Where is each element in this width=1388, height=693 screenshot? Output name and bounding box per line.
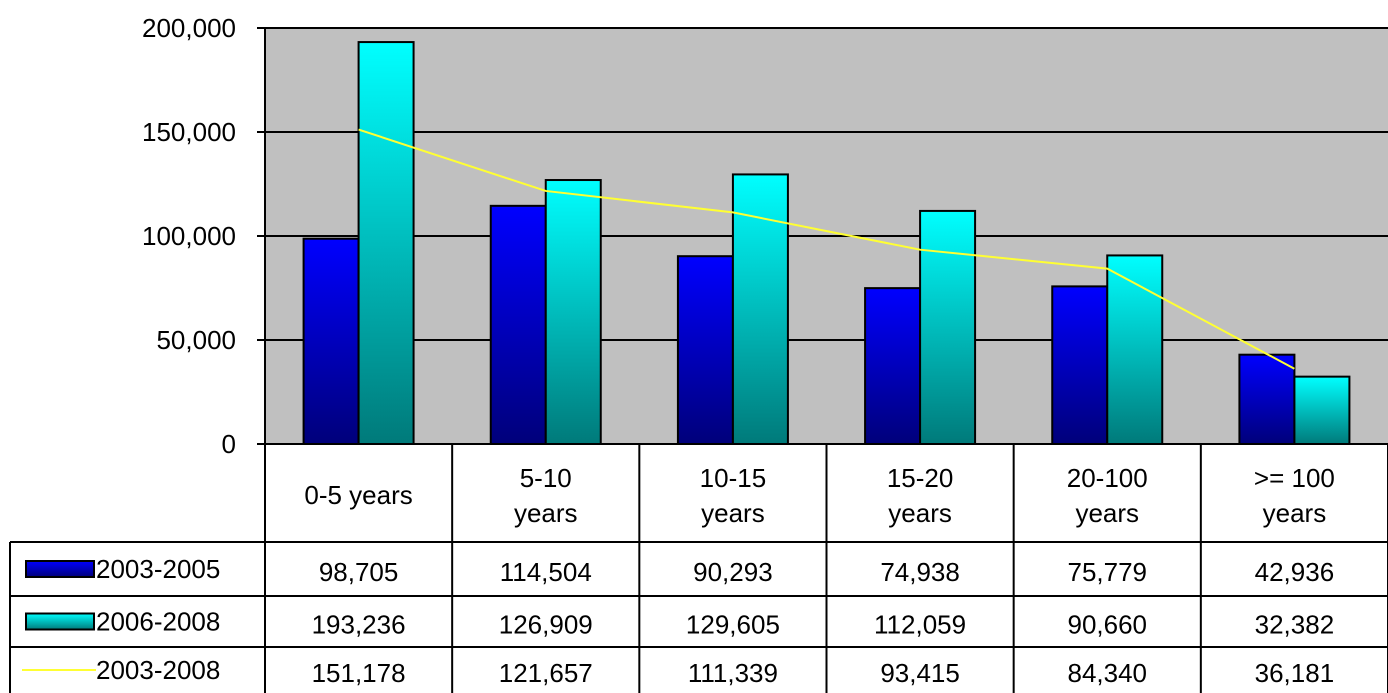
data-value: 90,293	[693, 557, 773, 587]
y-tick-label: 100,000	[142, 221, 236, 251]
category-label: years	[1075, 498, 1139, 528]
category-label: >= 100	[1254, 463, 1335, 493]
bar-2006-2008	[1106, 254, 1164, 445]
data-value: 98,705	[319, 557, 399, 587]
data-value: 129,605	[686, 610, 780, 640]
data-value: 93,415	[880, 658, 960, 688]
data-value: 112,059	[874, 610, 966, 640]
data-value: 126,909	[499, 610, 593, 640]
bar-2003-2005	[1051, 285, 1109, 445]
legend-key-2003-2005	[25, 560, 95, 578]
data-value: 42,936	[1255, 557, 1335, 587]
category-label: 0-5 years	[304, 480, 412, 510]
bars	[302, 41, 1351, 446]
bar-2003-2005	[676, 255, 734, 445]
bar-2003-2005	[302, 237, 360, 445]
legend-label: 2003-2008	[96, 655, 220, 685]
bar-2006-2008	[731, 173, 789, 445]
data-value: 121,657	[499, 658, 593, 688]
data-value: 36,181	[1255, 658, 1335, 688]
data-value: 90,660	[1067, 610, 1147, 640]
data-table: 0-5 years 5-10 years 10-15 years 15-20 years 20…	[9, 444, 1388, 693]
data-value: 84,340	[1067, 658, 1147, 688]
category-label: 5-10	[520, 463, 572, 493]
category-label: 10-15	[700, 463, 767, 493]
category-label: years	[888, 498, 952, 528]
line-2003-2008	[358, 128, 1295, 370]
data-value: 32,382	[1255, 610, 1335, 640]
y-tick-label: 0	[222, 429, 236, 459]
y-axis: 0 50,000 100,000 150,000 200,000	[142, 13, 266, 459]
data-value: 151,178	[312, 658, 406, 688]
y-tick-label: 50,000	[156, 325, 236, 355]
y-tick-label: 200,000	[142, 13, 236, 43]
bar-2006-2008	[1293, 375, 1351, 446]
bar-2006-2008	[357, 41, 415, 445]
bar-2003-2005	[1238, 353, 1296, 445]
bar-2003-2005	[489, 204, 547, 445]
y-tick-label: 150,000	[142, 117, 236, 147]
data-value: 193,236	[312, 610, 406, 640]
category-label: 15-20	[887, 463, 954, 493]
bar-2006-2008	[544, 179, 602, 446]
legend-label: 2006-2008	[96, 607, 220, 637]
trend-line	[358, 128, 1295, 370]
category-label: years	[1263, 498, 1327, 528]
data-value: 114,504	[500, 557, 592, 587]
legend-key-2006-2008	[25, 612, 95, 631]
legend-label: 2003-2005	[96, 554, 220, 584]
bar-2003-2005	[864, 287, 922, 445]
category-label: years	[514, 498, 578, 528]
data-value: 111,339	[688, 658, 778, 688]
category-label: years	[701, 498, 765, 528]
bar-2006-2008	[919, 209, 977, 445]
data-value: 75,779	[1067, 557, 1147, 587]
category-label: 20-100	[1067, 463, 1148, 493]
data-value: 74,938	[880, 557, 960, 587]
